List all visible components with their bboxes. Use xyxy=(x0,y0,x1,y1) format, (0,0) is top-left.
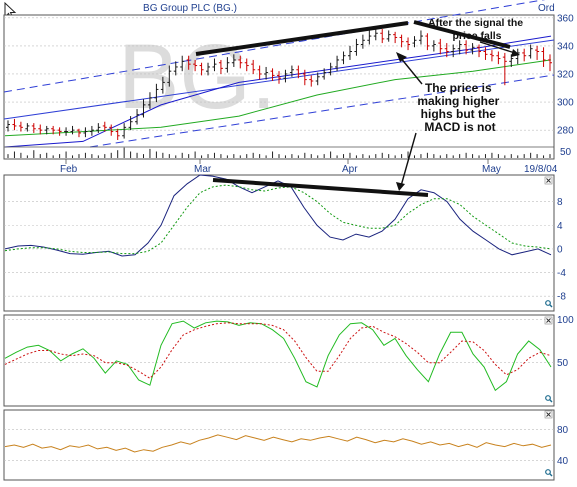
arrowhead-price-highs xyxy=(396,52,407,62)
y-tick-label: 4 xyxy=(557,221,563,232)
ma-line-green xyxy=(4,59,552,137)
y-tick-label: 80 xyxy=(557,425,569,436)
x-tick-label: Feb xyxy=(60,164,78,175)
y-tick-label: 340 xyxy=(557,41,574,52)
channel-lower-line xyxy=(89,74,555,148)
y-tick-label: 360 xyxy=(557,13,574,24)
chart-title: BG Group PLC (BG.) xyxy=(143,3,237,14)
y-tick-label: -4 xyxy=(557,268,566,279)
price-highs-line xyxy=(195,21,409,56)
rsi-close-icon[interactable] xyxy=(544,410,553,419)
volume-bars xyxy=(4,146,554,158)
y-tick-label: 40 xyxy=(557,456,569,467)
y-tick-label: 50 xyxy=(557,358,569,369)
macd-zoom-icon[interactable] xyxy=(545,300,553,308)
arrowhead-signal xyxy=(511,49,520,57)
stochastic-k-line xyxy=(4,320,552,392)
watermark-logo: BG. xyxy=(118,26,276,128)
divergence-annotation: The price is making higher highs but the… xyxy=(417,81,502,134)
macd-lines xyxy=(4,174,552,257)
x-tick-label: Mar xyxy=(194,164,212,175)
stochastic-panel-frame xyxy=(3,314,555,407)
y-tick-label: 300 xyxy=(557,98,574,109)
x-tick-label: Apr xyxy=(342,164,358,175)
arrow-to-macd-highs xyxy=(400,132,417,187)
macd-highs-line xyxy=(212,178,429,197)
signal-annotation: After the signal the price falls xyxy=(428,17,526,42)
arrow-to-price-highs xyxy=(399,56,423,85)
stochastic-close-icon[interactable] xyxy=(544,316,553,325)
stochastic-zoom-icon[interactable] xyxy=(545,395,553,403)
x-tick-label: 19/8/04 xyxy=(524,164,558,175)
rsi-line xyxy=(4,434,552,453)
rsi-zoom-icon[interactable] xyxy=(545,469,553,477)
y-tick-label: 280 xyxy=(557,126,574,137)
signal-trend-line xyxy=(413,20,511,49)
y-tick-label: 320 xyxy=(557,69,574,80)
volume-tick-label: 50 xyxy=(560,147,572,158)
arrowhead-macd-highs xyxy=(396,182,405,191)
y-tick-label: 0 xyxy=(557,244,563,255)
stochastic-lines xyxy=(4,320,552,392)
arrow-to-signal xyxy=(479,41,516,54)
y-tick-label: -8 xyxy=(557,292,566,303)
x-tick-label: May xyxy=(482,164,501,175)
annotations: After the signal the price falls The pri… xyxy=(195,17,526,197)
macd-close-icon[interactable] xyxy=(544,176,553,185)
channel-upper-line xyxy=(3,0,546,93)
price-bars xyxy=(6,26,552,140)
rsi-lines xyxy=(4,434,552,453)
macd-panel-frame xyxy=(3,174,555,312)
y-tick-label: 8 xyxy=(557,197,563,208)
macd-line xyxy=(4,174,552,257)
rsi-panel-frame xyxy=(3,409,555,481)
y-tick-label: 100 xyxy=(557,315,574,326)
corner-label: Ord xyxy=(538,3,555,14)
